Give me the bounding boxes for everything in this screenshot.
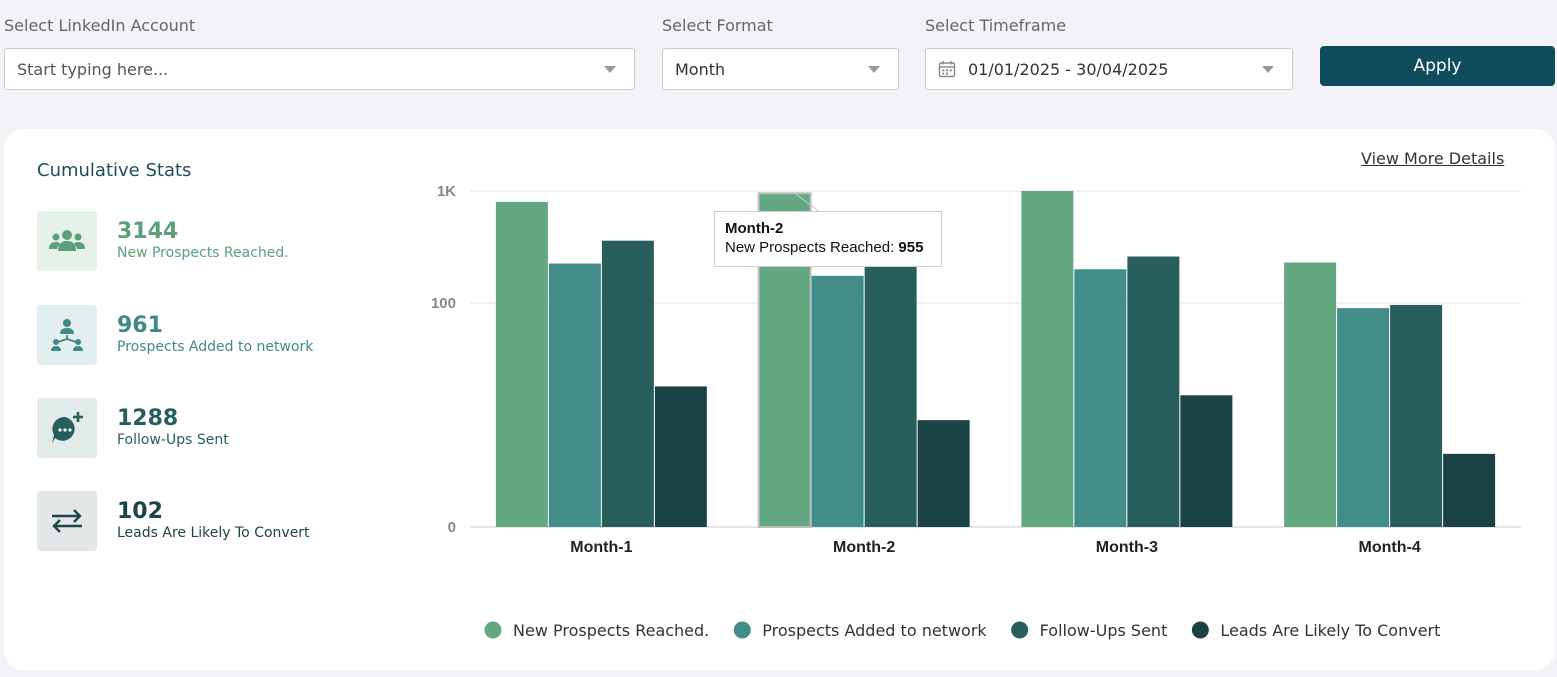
bar (1127, 256, 1180, 527)
bar (1284, 262, 1337, 527)
x-tick-label: Month-3 (1096, 539, 1158, 556)
legend-marker (733, 621, 751, 639)
x-tick-label: Month-2 (833, 539, 895, 556)
view-more-details-link[interactable]: View More Details (1361, 149, 1505, 168)
x-tick-label: Month-1 (570, 539, 632, 556)
chevron-down-icon[interactable] (868, 66, 880, 73)
format-value: Month (675, 59, 726, 79)
stat-value: 3144 (117, 219, 179, 244)
stat-leads-convert: 102 Leads Are Likely To Convert (37, 491, 417, 551)
legend-marker (1191, 621, 1209, 639)
chevron-down-icon[interactable] (604, 66, 616, 73)
timeframe-value: 01/01/2025 - 30/04/2025 (968, 59, 1169, 79)
bar (1443, 453, 1496, 527)
stat-prospects-added: 961 Prospects Added to network (37, 305, 417, 365)
y-tick-label: 0 (448, 519, 456, 536)
stat-label: Leads Are Likely To Convert (117, 525, 310, 541)
bar (1337, 308, 1390, 527)
legend-label: New Prospects Reached. (513, 621, 709, 640)
bar (917, 420, 970, 527)
tooltip-body: New Prospects Reached: 955 (725, 239, 931, 256)
stat-value: 961 (117, 313, 163, 338)
bar (1180, 395, 1233, 527)
bar-chart: 0 100 1K Month-1 Month-2 Month-3 Month-4 New Pr… (431, 183, 1521, 640)
stat-follow-ups: 1288 Follow-Ups Sent (37, 398, 417, 458)
bar (654, 386, 707, 527)
stats-card: Cumulative Stats View More Details 3144 … (4, 129, 1555, 670)
legend-label: Follow-Ups Sent (1040, 621, 1168, 640)
stat-label: Prospects Added to network (117, 339, 314, 355)
bar (1390, 304, 1443, 527)
account-select[interactable]: Start typing here... (4, 48, 635, 90)
stat-label: New Prospects Reached. (117, 245, 289, 261)
format-select[interactable]: Month (662, 48, 899, 90)
stat-new-prospects: 3144 New Prospects Reached. (37, 211, 417, 271)
bar (811, 275, 864, 527)
bar (1074, 269, 1127, 527)
network-icon (37, 305, 97, 365)
bar (495, 201, 548, 527)
bar (601, 240, 654, 527)
x-tick-label: Month-4 (1359, 539, 1421, 556)
tooltip-series: New Prospects Reached: (725, 239, 895, 256)
tooltip-pointer (794, 192, 819, 212)
stat-value: 102 (117, 499, 163, 524)
card-title: Cumulative Stats (37, 160, 192, 181)
format-label: Select Format (662, 16, 773, 35)
tooltip-value: 955 (898, 239, 924, 256)
bar (1021, 191, 1074, 527)
apply-button[interactable]: Apply (1320, 46, 1555, 86)
legend-label: Leads Are Likely To Convert (1220, 621, 1440, 640)
legend-label: Prospects Added to network (762, 621, 987, 640)
y-tick-label: 1K (437, 183, 456, 200)
y-tick-label: 100 (431, 295, 456, 312)
chat-plus-icon (37, 398, 97, 458)
legend-marker (484, 621, 502, 639)
timeframe-select[interactable]: 01/01/2025 - 30/04/2025 (925, 48, 1293, 90)
stat-label: Follow-Ups Sent (117, 432, 229, 448)
timeframe-label: Select Timeframe (925, 16, 1067, 35)
account-placeholder: Start typing here... (17, 59, 169, 79)
bar (864, 261, 917, 527)
account-label: Select LinkedIn Account (4, 16, 196, 35)
users-group-icon (37, 211, 97, 271)
chevron-down-icon[interactable] (1262, 66, 1274, 73)
tooltip-title: Month-2 (725, 220, 784, 237)
legend-marker (1011, 621, 1029, 639)
swap-arrows-icon (37, 491, 97, 551)
calendar-icon (938, 60, 956, 78)
stat-value: 1288 (117, 406, 179, 431)
chart-tooltip: Month-2 New Prospects Reached: 955 (714, 211, 942, 267)
bar (548, 263, 601, 527)
